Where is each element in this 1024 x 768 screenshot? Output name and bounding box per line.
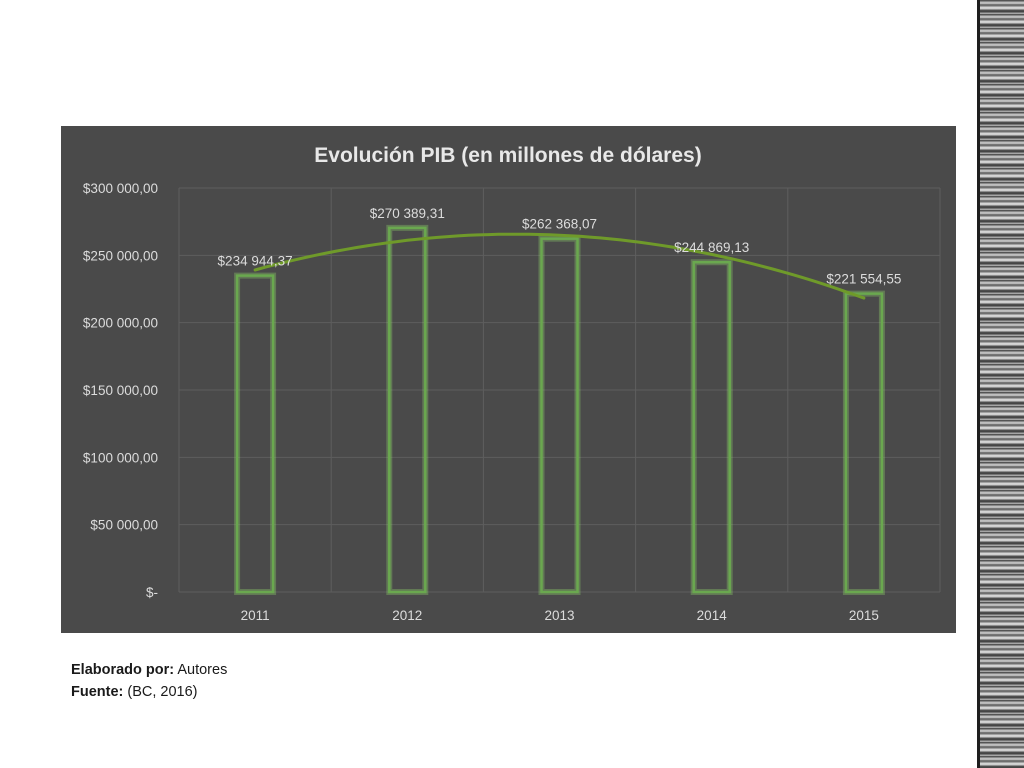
source-value: (BC, 2016): [123, 684, 198, 700]
data-label: $234 944,37: [218, 254, 293, 269]
bar-glow: [386, 224, 429, 595]
x-tick-label: 2011: [241, 608, 270, 623]
y-tick-label: $150 000,00: [83, 383, 158, 398]
x-tick-label: 2012: [392, 608, 422, 623]
chart-panel: $- $50 000,00 $100 000,00 $150 000,00 $200 0…: [61, 126, 956, 633]
grid-layer: [178, 187, 941, 593]
y-tick-label: $200 000,00: [83, 316, 158, 331]
bar: [235, 274, 275, 594]
source-label: Fuente:: [71, 684, 124, 700]
made-by-label: Elaborado por:: [71, 662, 175, 678]
chart-notes: Elaborado por: Autores Fuente: (BC, 2016…: [71, 659, 227, 703]
bar-glow: [842, 290, 885, 596]
y-tick-label: $-: [146, 585, 158, 600]
y-tick-label: $250 000,00: [83, 248, 158, 263]
bar-glow: [690, 259, 733, 595]
gdp-chart: $- $50 000,00 $100 000,00 $150 000,00 $200 0…: [83, 144, 941, 623]
slide-edge-line: [977, 0, 980, 768]
source-line: Fuente: (BC, 2016): [71, 681, 227, 703]
x-tick-label: 2015: [849, 608, 879, 623]
bar: [844, 292, 884, 594]
data-label: $262 368,07: [522, 217, 597, 232]
made-by-line: Elaborado por: Autores: [71, 659, 227, 681]
text-layer: $- $50 000,00 $100 000,00 $150 000,00 $200 0…: [83, 181, 902, 623]
bar-glow: [538, 235, 581, 595]
y-tick-label: $300 000,00: [83, 181, 158, 196]
trendline: [253, 232, 866, 300]
y-tick-label: $100 000,00: [83, 450, 158, 465]
bar: [692, 260, 731, 594]
bar-layer: [234, 224, 885, 596]
chart-title: Evolución PIB (en millones de dólares): [314, 144, 701, 167]
x-tick-label: 2013: [544, 608, 574, 623]
data-label: $244 869,13: [674, 240, 749, 255]
bar: [540, 237, 579, 594]
bar: [388, 226, 427, 594]
x-tick-label: 2014: [697, 608, 728, 623]
slide-edge-decoration: [980, 0, 1024, 768]
made-by-value: Autores: [174, 662, 228, 678]
trendline-layer: [253, 232, 866, 300]
data-label: $221 554,55: [826, 272, 901, 287]
data-label: $270 389,31: [370, 206, 445, 221]
y-tick-label: $50 000,00: [90, 518, 158, 533]
